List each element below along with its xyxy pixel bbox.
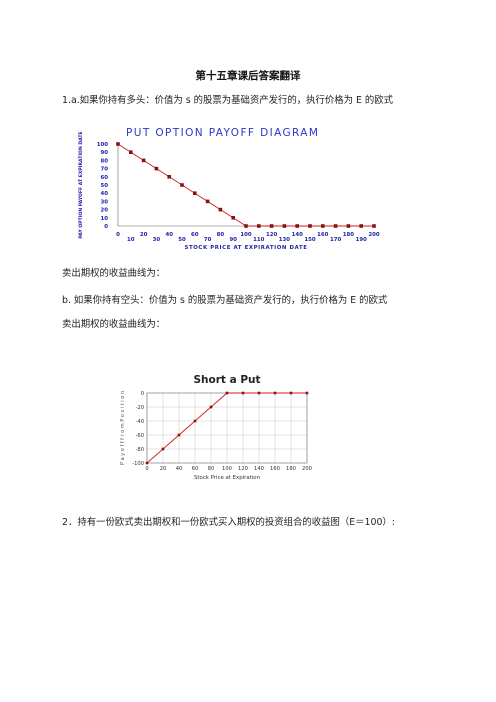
x-tick-label: 200 xyxy=(368,232,380,238)
x-tick-label: 60 xyxy=(192,466,199,472)
y-tick-label: 70 xyxy=(100,167,108,173)
x-tick-label: 100 xyxy=(240,232,252,238)
y-tick-label: 0 xyxy=(141,391,144,397)
data-point xyxy=(167,175,171,179)
x-tick-label: 50 xyxy=(178,237,186,243)
data-point xyxy=(257,391,261,395)
y-tick-label: 50 xyxy=(100,183,108,189)
y-tick-label: 30 xyxy=(100,199,108,205)
data-point xyxy=(193,191,197,195)
data-point xyxy=(116,142,120,146)
data-point xyxy=(218,207,223,212)
data-point xyxy=(209,405,213,409)
y-axis-label: PAY OPTION PAYOFF AT EXPIRATION DATE xyxy=(78,131,84,238)
x-tick-label: 20 xyxy=(160,466,167,472)
data-point xyxy=(180,183,184,187)
data-point xyxy=(321,224,325,228)
x-axis-label: Stock Price at Expiration xyxy=(194,475,260,481)
y-tick-label: 90 xyxy=(100,150,108,156)
y-tick-label: 0 xyxy=(104,224,108,230)
paragraph-1a-cont: 卖出期权的收益曲线为： xyxy=(62,268,166,279)
series-line xyxy=(117,143,374,227)
paragraph-1b: b. 如果你持有空头：价值为 s 的股票为基础资产发行的，执行价格为 E 的欧式 xyxy=(62,295,388,306)
y-tick-label: -100 xyxy=(132,461,144,467)
data-point xyxy=(346,224,351,228)
y-tick-label: 20 xyxy=(100,208,108,214)
x-tick-label: 90 xyxy=(229,237,237,243)
x-tick-label: 20 xyxy=(140,232,148,238)
data-point xyxy=(241,391,245,395)
data-point xyxy=(244,224,248,228)
x-tick-label: 60 xyxy=(191,232,199,238)
data-point xyxy=(308,224,312,228)
y-tick-label: 60 xyxy=(100,175,108,181)
y-tick-label: 80 xyxy=(100,158,108,164)
data-point xyxy=(193,419,197,423)
data-point xyxy=(295,224,299,228)
y-tick-label: -40 xyxy=(136,419,144,425)
paragraph-1a: 1.a.如果你持有多头：价值为 s 的股票为基础资产发行的，执行价格为 E 的欧… xyxy=(62,95,394,106)
x-tick-label: 120 xyxy=(266,232,278,238)
y-tick-label: -20 xyxy=(136,405,144,411)
y-tick-label: 40 xyxy=(100,191,108,197)
data-point xyxy=(333,224,338,228)
page-title: 第十五章课后答案翻译 xyxy=(195,70,301,82)
data-point xyxy=(145,461,149,465)
y-axis-label: P a y o f f f r o m P o s i t i o n xyxy=(120,391,126,465)
x-tick-label: 80 xyxy=(208,466,215,472)
data-point xyxy=(129,150,133,154)
chart-title: Short a Put xyxy=(193,374,260,386)
paragraph-2: 2．持有一份欧式卖出期权和一份欧式买入期权的投资组合的收益图（E＝100）: xyxy=(62,517,395,528)
data-point xyxy=(154,166,159,171)
x-tick-label: 80 xyxy=(217,232,225,238)
x-tick-label: 190 xyxy=(356,237,368,243)
data-point xyxy=(141,158,146,163)
data-point xyxy=(257,224,261,228)
y-tick-label: 10 xyxy=(100,216,108,222)
short-put-chart: Short a Put P a y o f f f r o m P o s i t… xyxy=(120,374,312,481)
data-point xyxy=(231,216,235,220)
x-tick-label: 160 xyxy=(317,232,329,238)
x-tick-label: 180 xyxy=(343,232,355,238)
x-tick-label: 10 xyxy=(127,237,135,243)
x-tick-label: 180 xyxy=(286,466,296,472)
data-point xyxy=(305,391,309,395)
x-tick-label: 0 xyxy=(116,232,120,238)
data-point xyxy=(273,391,277,395)
data-point xyxy=(282,224,287,228)
data-point xyxy=(161,447,165,451)
x-axis-label: STOCK PRICE AT EXPIRATION DATE xyxy=(184,245,307,251)
y-tick-label: -60 xyxy=(136,433,144,439)
x-tick-label: 100 xyxy=(222,466,232,472)
x-tick-label: 110 xyxy=(253,237,265,243)
data-point xyxy=(372,224,376,228)
x-tick-label: 160 xyxy=(270,466,280,472)
paragraph-1b-cont: 卖出期权的收益曲线为： xyxy=(62,319,166,330)
y-tick-label: -80 xyxy=(136,447,144,453)
put-payoff-chart: PUT OPTION PAYOFF DIAGRAM PAY OPTION PAYO… xyxy=(78,127,380,251)
x-tick-label: 140 xyxy=(254,466,264,472)
data-point xyxy=(269,224,274,228)
x-tick-label: 70 xyxy=(204,237,212,243)
x-tick-label: 200 xyxy=(302,466,312,472)
data-point xyxy=(177,433,181,437)
data-point xyxy=(225,391,229,395)
x-tick-label: 130 xyxy=(279,237,291,243)
x-tick-label: 30 xyxy=(153,237,161,243)
chart-title: PUT OPTION PAYOFF DIAGRAM xyxy=(126,127,319,139)
data-point xyxy=(359,224,363,228)
x-tick-label: 120 xyxy=(238,466,248,472)
x-tick-label: 40 xyxy=(176,466,183,472)
y-tick-label: 100 xyxy=(97,142,109,148)
data-point xyxy=(205,199,210,204)
x-tick-label: 140 xyxy=(292,232,304,238)
x-tick-label: 150 xyxy=(304,237,316,243)
data-point xyxy=(289,391,293,395)
x-tick-label: 170 xyxy=(330,237,342,243)
x-tick-label: 0 xyxy=(145,466,148,472)
x-tick-label: 40 xyxy=(165,232,173,238)
